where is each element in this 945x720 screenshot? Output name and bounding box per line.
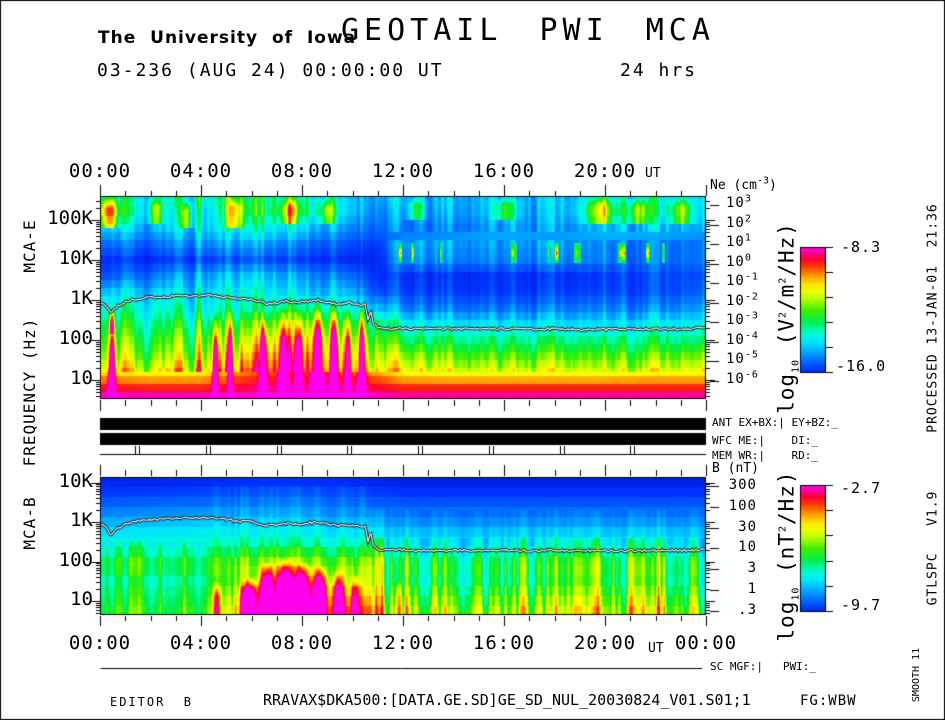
time-label-bottom: 08:00 [270, 632, 334, 654]
smooth-note: SMOOTH 11 [911, 647, 922, 703]
version-note: GTLSPC V1.9 [925, 490, 941, 606]
time-label-bottom: 20:00 [573, 632, 637, 654]
b-tick-label: 30 [738, 518, 757, 535]
freq-decade-label-b: 10K [58, 469, 93, 492]
freq-decade-label-b: 1K [70, 509, 93, 531]
fg-label: FG:WBW [800, 693, 857, 709]
ne-tick-label: 10-6 [726, 369, 759, 387]
ne-tick-label: 10-5 [726, 349, 759, 368]
status-row-wfc: WFC ME:| DI:_ [712, 434, 818, 447]
freq-decade-label-e: 10K [58, 247, 93, 269]
b-tick-label: 10 [738, 539, 757, 556]
editor-label: EDITOR B [110, 695, 194, 709]
ne-tick-label: 100 [726, 251, 752, 270]
ne-scale-label: Ne (cm-3) [710, 175, 777, 193]
status-row-sc-mgf: SC MGF:| PWI:_ [710, 660, 816, 673]
time-label-bottom: 00:00 [68, 632, 132, 654]
b-tick-label: 1 [747, 581, 757, 597]
ut-label-bottom: UT [648, 641, 664, 656]
time-label-top: 16:00 [472, 160, 536, 182]
date-label: 03-236 (AUG 24) 00:00:00 UT [97, 60, 444, 81]
time-label-bottom: 04:00 [169, 632, 233, 654]
time-label-top: 12:00 [371, 160, 435, 182]
page-title: GEOTAIL PWI MCA [341, 13, 715, 48]
ne-tick-label: 10-4 [726, 330, 759, 348]
b-scale-label: B (nT) [712, 461, 759, 476]
colorbar-e-units-label: log10 (V2/m2/Hz) [774, 222, 802, 414]
time-label-bottom: 12:00 [371, 632, 435, 654]
ne-tick-label: 10-2 [726, 291, 759, 309]
ne-tick-label: 102 [726, 212, 752, 231]
freq-decade-label-e: 100K [47, 207, 93, 229]
status-row-mem: MEM WR:| RD:_ [712, 449, 818, 462]
ne-tick-label: 10-1 [726, 271, 759, 290]
time-label-top: 04:00 [169, 160, 233, 182]
freq-decade-label-e: 1K [70, 287, 93, 309]
file-path-label: RRAVAX$DKA500:[DATA.GE.SD]GE_SD_NUL_2003… [263, 691, 751, 709]
colorbar-e-max: -8.3 [841, 238, 882, 256]
colorbar-b-units-label: log10 (nT2/Hz) [774, 470, 802, 642]
time-label-bottom: 16:00 [472, 632, 536, 654]
b-tick-label: 3 [747, 560, 757, 577]
ut-label-top: UT [645, 166, 661, 181]
colorbar-b-max: -2.7 [841, 479, 882, 497]
time-label-top: 20:00 [573, 160, 637, 182]
status-row-ant: ANT EX+BX:| EY+BZ:_ [712, 416, 838, 429]
processed-note: PROCESSED 13-JAN-01 21:36 [925, 203, 941, 433]
colorbar-b-min: -9.7 [841, 596, 882, 614]
institution-label: The University of Iowa [98, 28, 357, 48]
ne-tick-label: 101 [726, 232, 752, 251]
b-tick-label: 300 [728, 477, 757, 493]
freq-decade-label-b: 100 [58, 548, 93, 571]
b-tick-label: .3 [738, 601, 757, 618]
ne-tick-label: 10-3 [726, 310, 759, 329]
duration-label: 24 hrs [620, 60, 698, 81]
b-tick-label: 100 [728, 497, 757, 514]
ne-tick-label: 103 [726, 193, 752, 211]
freq-decade-label-b: 10 [70, 588, 93, 610]
time-label-top: 08:00 [270, 160, 334, 182]
time-label-bottom: 00:00 [674, 632, 738, 654]
freq-decade-label-e: 10 [70, 367, 93, 389]
colorbar-e-min: -16.0 [836, 357, 887, 375]
time-label-top: 00:00 [68, 160, 132, 182]
freq-decade-label-e: 100 [58, 327, 93, 349]
